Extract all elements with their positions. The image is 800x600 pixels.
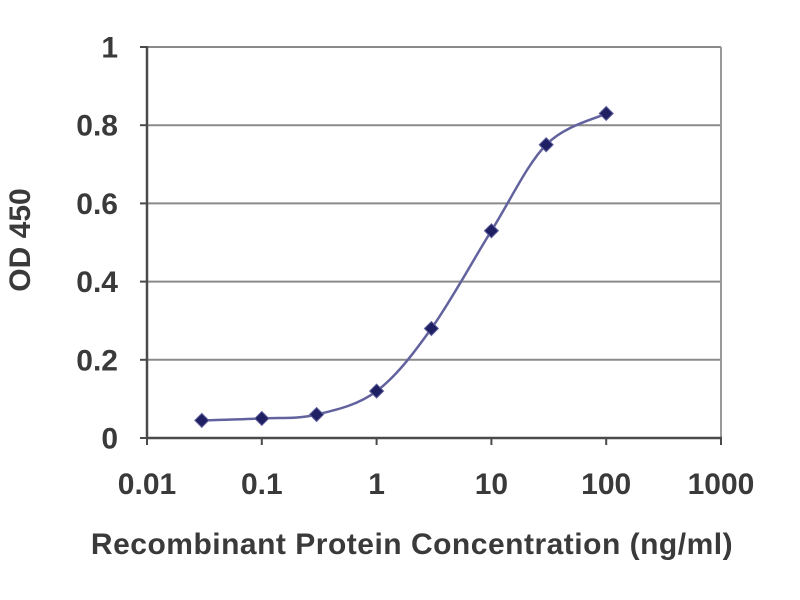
axes <box>145 46 722 440</box>
x-axis-title: Recombinant Protein Concentration (ng/ml… <box>90 528 734 561</box>
x-tick-label: 0.01 <box>118 468 176 501</box>
y-axis-title: OD 450 <box>4 188 37 292</box>
data-point-marker <box>538 137 554 153</box>
data-point-marker <box>368 383 385 399</box>
y-tick-label: 0.8 <box>76 110 118 143</box>
y-tick-label: 1 <box>101 32 118 65</box>
od450-curve <box>201 112 607 422</box>
y-tick-label: 0 <box>101 423 118 456</box>
series-line <box>201 112 607 422</box>
y-tick-label: 0.6 <box>76 188 118 221</box>
data-points <box>194 105 614 429</box>
y-tick-label: 0.4 <box>76 266 118 299</box>
x-tick-label: 10 <box>475 468 508 501</box>
tick-marks <box>140 46 722 445</box>
x-tick-label: 100 <box>581 468 631 501</box>
data-point-marker <box>194 412 210 429</box>
y-tick-label: 0.2 <box>76 344 118 377</box>
gridlines <box>147 46 721 361</box>
data-point-marker <box>254 410 270 427</box>
x-tick-label: 1 <box>368 468 385 501</box>
data-point-marker <box>423 320 440 337</box>
tick-labels: 0.01 0.1 1 10 100 1000 0 0.2 0.4 0.6 0.8 1 <box>76 32 754 501</box>
data-point-marker <box>308 406 325 423</box>
data-point-marker <box>598 105 614 122</box>
data-point-marker <box>483 223 500 239</box>
x-tick-label: 1000 <box>688 468 755 501</box>
x-tick-label: 0.1 <box>241 468 283 501</box>
